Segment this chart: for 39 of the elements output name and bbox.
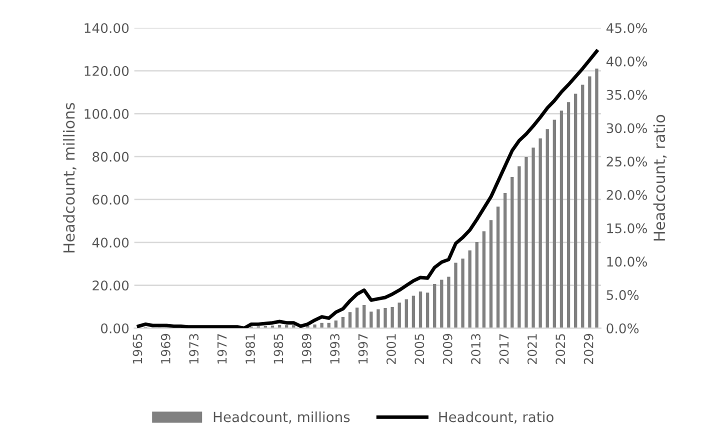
y2-tick-label: 15.0% bbox=[607, 223, 647, 234]
x-tick-label: 1965 bbox=[132, 334, 142, 364]
y2-tick-label: 40.0% bbox=[606, 56, 647, 66]
x-tick-label: 2005 bbox=[414, 334, 424, 364]
legend-label: Headcount, millions bbox=[214, 411, 350, 424]
x-tick-label: 1997 bbox=[358, 334, 368, 364]
x-tick-label: 2009 bbox=[442, 334, 452, 364]
legend-label: Headcount, ratio bbox=[439, 411, 554, 424]
y-tick-label: 120.00 bbox=[84, 66, 129, 76]
x-tick-label: 2029 bbox=[584, 334, 594, 364]
y-tick-label: 80.00 bbox=[92, 152, 129, 162]
y-tick-label: 0.00 bbox=[100, 323, 129, 334]
x-tick-label: 2001 bbox=[386, 334, 396, 364]
y2-axis-title: Headcount, ratio bbox=[653, 114, 667, 241]
y2-tick-label: 25.0% bbox=[606, 156, 647, 167]
y-tick-label: 40.00 bbox=[92, 238, 129, 248]
x-tick-label: 2017 bbox=[499, 334, 509, 364]
y-tick-label: 100.00 bbox=[84, 108, 129, 119]
x-tick-label: 1981 bbox=[246, 334, 255, 364]
x-tick-label: 1969 bbox=[160, 334, 170, 364]
y2-tick-label: 5.0% bbox=[606, 290, 639, 300]
y2-tick-label: 45.0% bbox=[606, 23, 647, 34]
y2-tick-label: 10.0% bbox=[607, 256, 647, 267]
y2-tick-label: 20.0% bbox=[606, 190, 647, 200]
x-tick-label: 2013 bbox=[471, 334, 481, 364]
y2-tick-label: 30.0% bbox=[606, 123, 647, 134]
y2-tick-label: 0.0% bbox=[606, 323, 639, 334]
x-tick-label: 1985 bbox=[274, 334, 284, 364]
x-tick-label: 1989 bbox=[302, 334, 312, 364]
x-tick-label: 1977 bbox=[217, 334, 227, 364]
y-tick-label: 20.00 bbox=[92, 280, 129, 290]
x-tick-label: 2025 bbox=[556, 334, 566, 364]
x-tick-label: 1973 bbox=[189, 334, 199, 364]
y-tick-label: 140.00 bbox=[84, 23, 129, 34]
y-axis-title: Headcount, millions bbox=[62, 102, 76, 252]
y-tick-label: 60.00 bbox=[92, 194, 129, 205]
y2-tick-label: 35.0% bbox=[606, 90, 647, 100]
x-tick-label: 1993 bbox=[330, 334, 340, 364]
x-tick-label: 2021 bbox=[527, 334, 537, 364]
